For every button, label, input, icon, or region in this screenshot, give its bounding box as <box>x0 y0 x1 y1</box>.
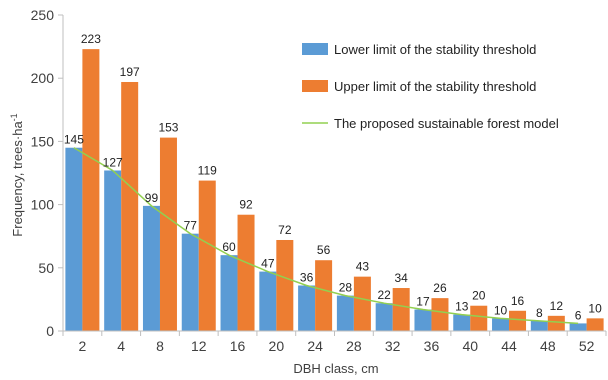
legend-swatch-upper <box>302 80 328 92</box>
bar-lower-52 <box>569 323 587 331</box>
bar-lower-2 <box>65 147 83 331</box>
data-label-upper-36: 26 <box>433 281 447 295</box>
data-label-lower-48: 8 <box>536 306 543 320</box>
line-sustainable-model <box>73 147 579 325</box>
data-label-lower-16: 60 <box>222 240 236 254</box>
data-label-lower-44: 10 <box>494 303 508 317</box>
bar-upper-52 <box>586 318 604 331</box>
bar-upper-24 <box>315 260 333 331</box>
data-label-lower-12: 77 <box>184 219 198 233</box>
bar-lower-40 <box>453 314 471 331</box>
data-label-lower-2: 145 <box>64 133 84 147</box>
x-tick-label-36: 36 <box>424 338 440 354</box>
bar-upper-4 <box>121 81 139 331</box>
data-label-lower-32: 22 <box>377 288 391 302</box>
y-tick-label-100: 100 <box>31 197 55 213</box>
y-tick-label-50: 50 <box>38 260 54 276</box>
bar-upper-2 <box>82 49 100 332</box>
data-label-upper-28: 43 <box>356 260 370 274</box>
x-tick-label-44: 44 <box>501 338 517 354</box>
y-tick-label-150: 150 <box>31 133 55 149</box>
data-label-lower-36: 17 <box>416 295 430 309</box>
x-tick-label-32: 32 <box>385 338 401 354</box>
bar-lower-4 <box>104 170 122 331</box>
bar-upper-28 <box>353 276 371 331</box>
legend: Lower limit of the stability threshold Up… <box>302 42 559 131</box>
bar-lower-28 <box>336 295 354 331</box>
legend-label-lower: Lower limit of the stability threshold <box>334 42 536 57</box>
bar-upper-12 <box>198 180 216 331</box>
legend-label-upper: Upper limit of the stability threshold <box>334 79 536 94</box>
data-label-lower-20: 47 <box>261 257 275 271</box>
data-label-upper-20: 72 <box>278 223 292 237</box>
bar-lower-48 <box>530 320 548 331</box>
data-label-upper-8: 153 <box>158 121 178 135</box>
legend-swatch-lower <box>302 43 328 55</box>
data-label-lower-52: 6 <box>575 308 582 322</box>
bar-upper-36 <box>431 298 449 331</box>
data-label-lower-8: 99 <box>145 191 159 205</box>
x-tick-label-48: 48 <box>540 338 556 354</box>
x-tick-label-40: 40 <box>462 338 478 354</box>
bar-lower-20 <box>259 271 277 331</box>
x-tick-label-52: 52 <box>579 338 595 354</box>
data-label-lower-4: 127 <box>103 155 123 169</box>
line-layer <box>73 147 579 325</box>
data-label-lower-28: 28 <box>339 281 353 295</box>
data-label-upper-32: 34 <box>394 271 408 285</box>
x-tick-label-20: 20 <box>269 338 285 354</box>
bar-lower-32 <box>375 303 393 331</box>
data-label-lower-40: 13 <box>455 300 469 314</box>
bar-upper-32 <box>392 288 410 331</box>
bar-upper-16 <box>237 214 255 331</box>
x-tick-label-28: 28 <box>346 338 362 354</box>
bar-lower-16 <box>220 255 238 331</box>
bar-lower-12 <box>181 233 199 331</box>
bar-lower-8 <box>142 205 160 331</box>
x-tick-label-12: 12 <box>191 338 207 354</box>
data-label-upper-44: 16 <box>511 294 525 308</box>
data-label-upper-52: 10 <box>588 301 602 315</box>
data-label-upper-16: 92 <box>239 198 253 212</box>
bar-upper-44 <box>509 310 527 331</box>
x-tick-label-2: 2 <box>78 338 86 354</box>
bar-upper-48 <box>547 315 565 331</box>
bar-lower-24 <box>298 285 316 331</box>
bar-upper-40 <box>470 305 488 331</box>
bar-lower-44 <box>492 318 510 331</box>
bar-upper-20 <box>276 239 294 331</box>
legend-label-line: The proposed sustainable forest model <box>334 116 559 131</box>
bar-upper-8 <box>159 137 177 331</box>
bar-lower-36 <box>414 309 432 331</box>
y-tick-label-200: 200 <box>31 70 55 86</box>
x-tick-label-4: 4 <box>117 338 125 354</box>
x-tick-label-8: 8 <box>156 338 164 354</box>
data-label-upper-24: 56 <box>317 243 331 257</box>
y-tick-label-250: 250 <box>31 7 55 23</box>
data-label-upper-4: 197 <box>120 65 140 79</box>
bars-layer <box>65 49 604 332</box>
data-label-upper-12: 119 <box>198 164 217 178</box>
x-tick-label-16: 16 <box>230 338 246 354</box>
data-label-upper-48: 12 <box>550 299 564 313</box>
x-axis-title: DBH class, cm <box>293 361 378 376</box>
data-label-lower-24: 36 <box>300 270 314 284</box>
data-label-upper-2: 223 <box>81 32 101 46</box>
data-label-upper-40: 20 <box>472 289 486 303</box>
y-tick-label-0: 0 <box>46 323 54 339</box>
y-axis-title-main: Frequency, trees·ha <box>10 121 25 237</box>
x-tick-label-24: 24 <box>307 338 323 354</box>
y-axis-title-superscript: -1 <box>9 113 19 121</box>
y-axis-title: Frequency, trees·ha-1 <box>9 113 25 236</box>
